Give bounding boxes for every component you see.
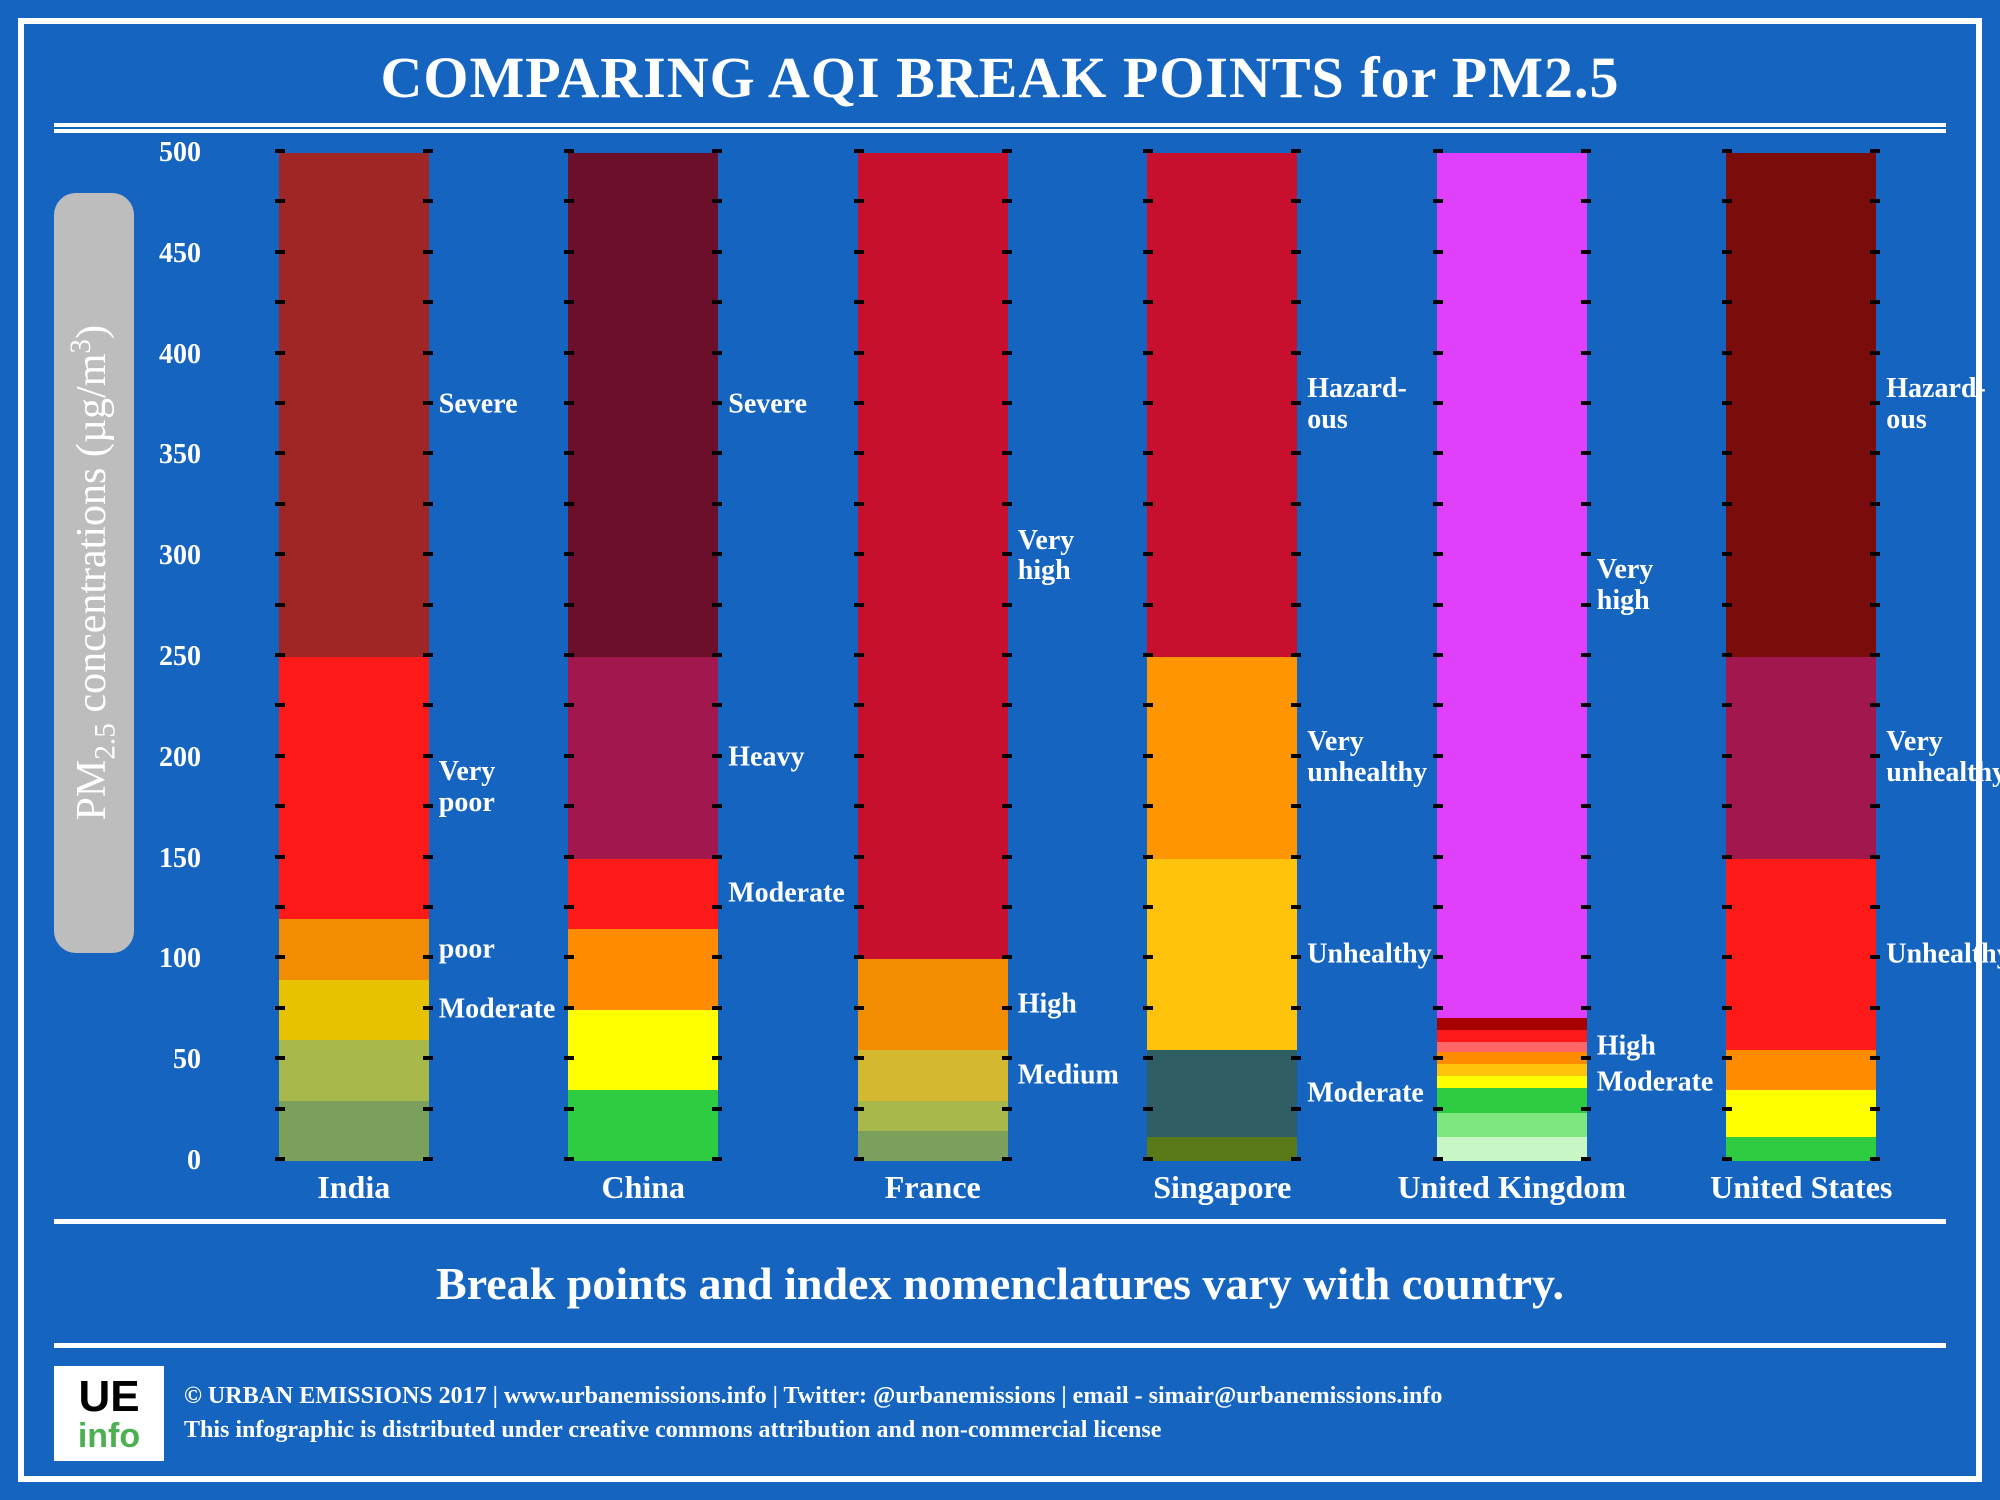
- segment-label: Veryhigh: [1597, 555, 1654, 617]
- logo-bottom: info: [78, 1419, 140, 1453]
- y-tick-label: 450: [159, 238, 201, 270]
- bar-segment: [1726, 153, 1876, 657]
- bar-columns: ModeratepoorVerypoorSevereIndiaModerateH…: [209, 153, 1946, 1161]
- y-tick-label: 500: [159, 137, 201, 169]
- bar-segment: [1726, 1137, 1876, 1161]
- bar-segment: [568, 153, 718, 657]
- chart-subtitle: Break points and index nomenclatures var…: [54, 1232, 1946, 1335]
- y-tick-label: 250: [159, 641, 201, 673]
- bar-segment: [858, 153, 1008, 959]
- country-label: Singapore: [1153, 1169, 1291, 1206]
- y-tick-label: 150: [159, 843, 201, 875]
- bar-segment: [858, 1101, 1008, 1131]
- bar-segment: [568, 1010, 718, 1091]
- bar-segment: [568, 929, 718, 1010]
- stacked-bar: ModerateUnhealthyVeryunhealthyHazard-ous: [1147, 153, 1297, 1161]
- bar-segment: [568, 859, 718, 930]
- bar-segment: [1437, 1137, 1587, 1161]
- segment-label: Hazard-ous: [1886, 374, 1986, 436]
- y-tick-label: 100: [159, 943, 201, 975]
- y-tick-label: 300: [159, 540, 201, 572]
- bar-segment: [1726, 1090, 1876, 1136]
- credits-line-1: © URBAN EMISSIONS 2017 | www.urbanemissi…: [184, 1380, 1442, 1414]
- y-tick-label: 0: [187, 1145, 201, 1177]
- stacked-bar: ModerateHeavySevere: [568, 153, 718, 1161]
- stacked-bar: MediumHighVeryhigh: [858, 153, 1008, 1161]
- stacked-bar: UnhealthyVeryunhealthyHazard-ous: [1726, 153, 1876, 1161]
- bar-segment: [1437, 153, 1587, 1018]
- bar-segment: [1437, 1052, 1587, 1064]
- y-tick-label: 50: [173, 1044, 201, 1076]
- bar-segment: [568, 657, 718, 859]
- segment-label: Veryunhealthy: [1886, 727, 2000, 789]
- chart-title: COMPARING AQI BREAK POINTS for PM2.5: [54, 44, 1946, 111]
- plot-region: 050100150200250300350400450500 Moderatep…: [149, 153, 1946, 1161]
- bar-segment: [1147, 859, 1297, 1051]
- bar-segment: [1147, 657, 1297, 859]
- logo-top: UE: [78, 1375, 139, 1419]
- bar-segment: [568, 1090, 718, 1161]
- bar-segment: [858, 1131, 1008, 1161]
- bar-segment: [1147, 1137, 1297, 1161]
- divider-mid-2: [54, 1343, 1946, 1348]
- credits: © URBAN EMISSIONS 2017 | www.urbanemissi…: [184, 1380, 1442, 1447]
- segment-label: poor: [439, 934, 495, 965]
- bar-segment: [279, 657, 429, 919]
- segment-label: Veryhigh: [1018, 525, 1075, 587]
- segment-label: Verypoor: [439, 757, 496, 819]
- bar-segment: [858, 1050, 1008, 1100]
- bar-segment: [1147, 153, 1297, 657]
- bar-segment: [1437, 1030, 1587, 1042]
- logo: UE info: [54, 1366, 164, 1461]
- bar-segment: [279, 153, 429, 657]
- bar-segment: [1437, 1076, 1587, 1088]
- country-column: ModerateHighVeryhighUnited Kingdom: [1367, 153, 1657, 1161]
- credits-line-2: This infographic is distributed under cr…: [184, 1414, 1442, 1448]
- bar-segment: [1726, 1050, 1876, 1090]
- y-tick-label: 350: [159, 439, 201, 471]
- country-label: United States: [1710, 1169, 1892, 1206]
- bar-segment: [1437, 1088, 1587, 1112]
- y-tick-label: 400: [159, 339, 201, 371]
- bar-segment: [1437, 1113, 1587, 1137]
- content-frame: COMPARING AQI BREAK POINTS for PM2.5 PM2…: [18, 18, 1982, 1482]
- y-axis-label-container: PM2.5 concentrations (µg/m3): [54, 193, 134, 953]
- bar-segment: [858, 959, 1008, 1050]
- bar-segment: [1147, 1050, 1297, 1137]
- bar-segment: [1437, 1064, 1587, 1076]
- bar-segment: [1437, 1018, 1587, 1030]
- y-tick-label: 200: [159, 742, 201, 774]
- bar-segment: [279, 1040, 429, 1100]
- stacked-bar: ModeratepoorVerypoorSevere: [279, 153, 429, 1161]
- divider-top: [54, 123, 1946, 133]
- bar-segment: [1726, 859, 1876, 1051]
- country-label: France: [885, 1169, 981, 1206]
- bar-segment: [1726, 657, 1876, 859]
- stacked-bar: ModerateHighVeryhigh: [1437, 153, 1587, 1161]
- country-label: China: [601, 1169, 685, 1206]
- bar-segment: [279, 980, 429, 1040]
- chart-area: PM2.5 concentrations (µg/m3) 0 50 100 150 20…: [54, 143, 1946, 1211]
- country-column: ModerateUnhealthyVeryunhealthyHazard-ous…: [1078, 153, 1368, 1161]
- page-root: COMPARING AQI BREAK POINTS for PM2.5 PM2…: [0, 0, 2000, 1500]
- segment-label: High: [1018, 989, 1077, 1020]
- country-column: UnhealthyVeryunhealthyHazard-ousUnited S…: [1657, 153, 1947, 1161]
- footer: UE info © URBAN EMISSIONS 2017 | www.urb…: [54, 1356, 1946, 1461]
- country-column: ModerateHeavySevereChina: [499, 153, 789, 1161]
- bar-segment: [279, 919, 429, 979]
- y-axis-ticks: 050100150200250300350400450500: [149, 153, 209, 1161]
- divider-mid-1: [54, 1219, 1946, 1224]
- country-label: India: [317, 1169, 390, 1206]
- country-column: MediumHighVeryhighFrance: [788, 153, 1078, 1161]
- country-column: ModeratepoorVerypoorSevereIndia: [209, 153, 499, 1161]
- y-axis-label: PM2.5 concentrations (µg/m3): [65, 325, 122, 821]
- segment-label: Unhealthy: [1886, 939, 2000, 970]
- bar-segment: [279, 1101, 429, 1161]
- bar-segment: [1437, 1042, 1587, 1052]
- country-label: United Kingdom: [1398, 1169, 1626, 1206]
- segment-label: High: [1597, 1032, 1656, 1063]
